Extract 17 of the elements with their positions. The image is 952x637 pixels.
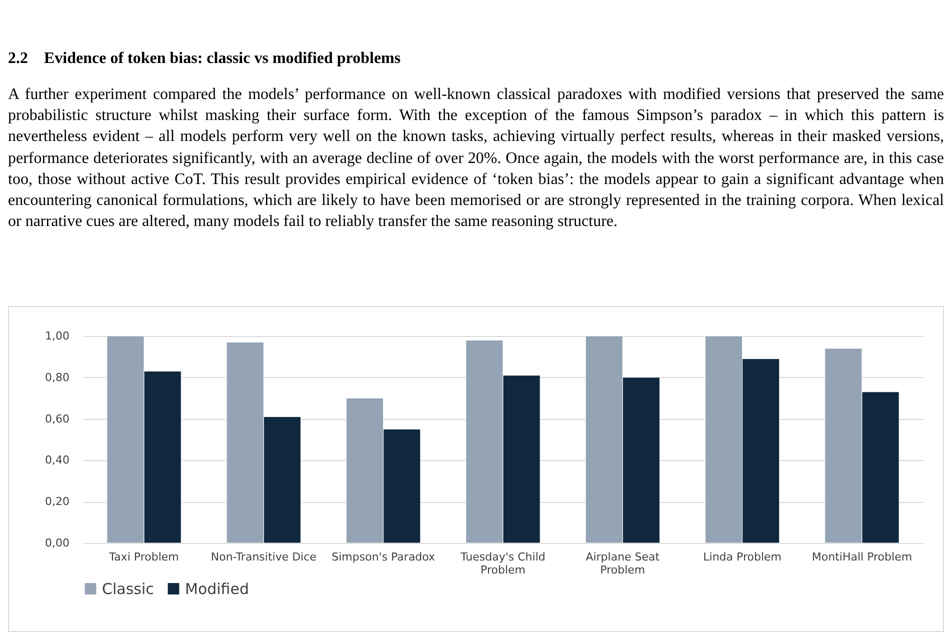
y-tick-label: 1,00 <box>45 330 70 342</box>
legend-label: Classic <box>102 580 154 598</box>
x-tick-label: Taxi Problem <box>108 550 179 564</box>
legend-label: Modified <box>185 580 250 598</box>
x-tick-label: Simpson's Paradox <box>332 550 436 564</box>
x-tick-label: Tuesday's Child Problem <box>460 550 546 576</box>
y-tick-label: 0,60 <box>45 412 70 426</box>
y-tick-label: 0,00 <box>45 536 70 550</box>
chart-title: 2.2 Evidence of token bias: classic vs modified problems <box>8 50 401 68</box>
y-tick-label: 0,40 <box>45 454 70 467</box>
x-tick-label: Airplane Seat Problem <box>586 550 660 576</box>
y-tick-label: 0,20 <box>45 495 70 508</box>
x-tick-label: MontiHall Problem <box>812 550 912 564</box>
x-tick-label: Non-Transitive Dice <box>210 550 317 564</box>
text: A further experiment compared the models’ performance on well-known classical paradoxes with modified versions that preserved the same probabilistic structure whilst masking their surface form. With the exception of the famous Simpson’s paradox – in which this pattern is nevertheless evident – all models perform very well on the known tasks, achieving virtually perfect results, whereas in their masked versions, performance deteriorates significantly, with an average decline of over 20%. Once again, the models with the worst performance are, in this case too, those without active CoT. This result provides empirical evidence of ‘token bias’: the models appear to gain a significant advantage when encountering canonical formulations, which are likely to have been memorised or are strongly represented in the training corpora. When lexical or narrative cues are altered, many models fail to reliably transfer the same reasoning structure. <box>8 85 944 232</box>
y-tick-label: 0,80 <box>45 370 70 384</box>
x-tick-label: Linda Problem <box>703 550 782 564</box>
